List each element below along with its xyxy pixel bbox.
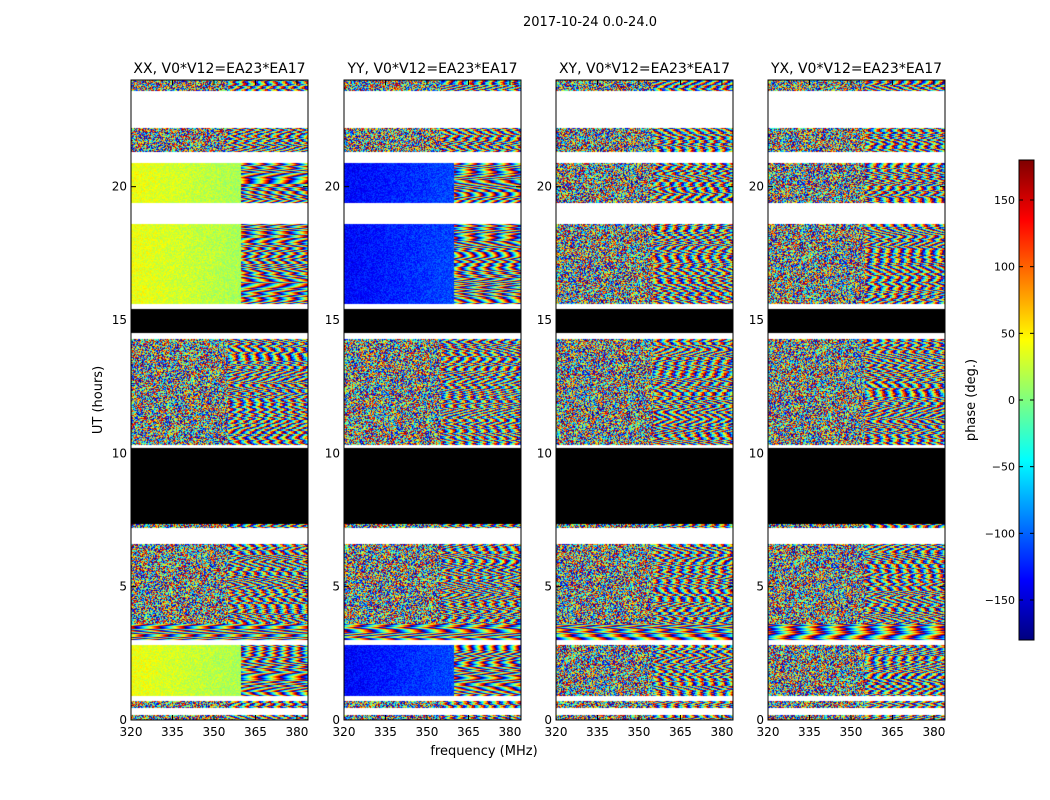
panel-group: XX, V0*V12=EA23*EA17 320 335 350 365 380 0 5 10 1…: [112, 61, 946, 739]
y-tick-label: 15: [112, 313, 127, 327]
y-tick-label: 15: [325, 313, 340, 327]
colorbar-tick-label: 0: [1008, 394, 1015, 407]
colorbar-tick-label: −50: [992, 461, 1015, 474]
panel-yx: YX, V0*V12=EA23*EA17 320 335 350 365 380 0 5 10 1…: [749, 61, 946, 739]
panel-title: YX, V0*V12=EA23*EA17: [770, 61, 942, 77]
x-tick-label: 335: [586, 725, 609, 739]
y-tick-label: 20: [325, 180, 340, 194]
y-tick-label: 5: [332, 580, 340, 594]
x-tick-label: 320: [333, 725, 356, 739]
y-tick-label: 5: [544, 580, 552, 594]
colorbar-tick-label: 100: [994, 261, 1015, 274]
y-tick-label: 10: [112, 446, 127, 460]
x-tick-label: 365: [244, 725, 267, 739]
y-tick-label: 0: [756, 713, 764, 727]
colorbar-tick-label: −150: [985, 594, 1015, 607]
x-tick-label: 320: [545, 725, 568, 739]
phase-heatmap-xx: [131, 80, 308, 720]
y-tick-label: 10: [537, 446, 552, 460]
y-tick-label: 20: [537, 180, 552, 194]
y-tick-label: 5: [119, 580, 127, 594]
panel-title: YY, V0*V12=EA23*EA17: [346, 61, 517, 77]
x-tick-label: 380: [285, 725, 308, 739]
phase-heatmap-canvas: [344, 80, 521, 720]
y-tick-label: 10: [325, 446, 340, 460]
phase-heatmap-canvas: [131, 80, 308, 720]
colorbar: −150 −100 −50 0 50 100 150 phase (deg.): [964, 159, 1035, 641]
panel-xx: XX, V0*V12=EA23*EA17 320 335 350 365 380 0 5 10 1…: [112, 61, 309, 739]
plot-frame: [130, 79, 309, 721]
x-tick-label: 350: [628, 725, 651, 739]
y-tick-label: 10: [749, 446, 764, 460]
x-tick-label: 350: [416, 725, 439, 739]
colorbar-tick-label: 50: [1001, 327, 1015, 340]
x-tick-label: 335: [798, 725, 821, 739]
x-tick-label: 365: [669, 725, 692, 739]
x-tick-label: 380: [922, 725, 945, 739]
plot-frame: [555, 79, 734, 721]
plot-frame: [343, 79, 522, 721]
phase-heatmap-yy: [344, 80, 521, 720]
x-tick-label: 350: [203, 725, 226, 739]
phase-heatmap-canvas: [768, 80, 945, 720]
x-tick-label: 365: [881, 725, 904, 739]
panel-title: XY, V0*V12=EA23*EA17: [559, 61, 730, 77]
x-tick-label: 380: [710, 725, 733, 739]
y-axis-label: UT (hours): [91, 366, 106, 434]
plot-frame: [767, 79, 946, 721]
phase-heatmap-yx: [768, 80, 945, 720]
x-tick-label: 320: [120, 725, 143, 739]
panel-xy: XY, V0*V12=EA23*EA17 320 335 350 365 380 0 5 10 1…: [537, 61, 734, 739]
colorbar-tick-label: 150: [994, 194, 1015, 207]
y-tick-label: 0: [544, 713, 552, 727]
colorbar-tick-label: −100: [985, 527, 1015, 540]
x-tick-label: 350: [840, 725, 863, 739]
x-axis-label: frequency (MHz): [430, 744, 537, 759]
figure-suptitle: 2017-10-24 0.0-24.0: [523, 15, 657, 30]
panel-yy: YY, V0*V12=EA23*EA17 320 335 350 365 380 0 5 10 1…: [325, 61, 522, 739]
x-tick-label: 335: [161, 725, 184, 739]
x-tick-label: 380: [498, 725, 521, 739]
y-tick-label: 20: [749, 180, 764, 194]
x-tick-label: 320: [757, 725, 780, 739]
y-tick-label: 5: [756, 580, 764, 594]
x-tick-label: 365: [457, 725, 480, 739]
y-tick-label: 0: [332, 713, 340, 727]
y-tick-label: 15: [749, 313, 764, 327]
colorbar-label: phase (deg.): [964, 359, 979, 441]
phase-heatmap-canvas: [556, 80, 733, 720]
panel-title: XX, V0*V12=EA23*EA17: [133, 61, 305, 77]
y-tick-label: 20: [112, 180, 127, 194]
phase-heatmap-xy: [556, 80, 733, 720]
y-tick-label: 15: [537, 313, 552, 327]
y-tick-label: 0: [119, 713, 127, 727]
x-tick-label: 335: [374, 725, 397, 739]
